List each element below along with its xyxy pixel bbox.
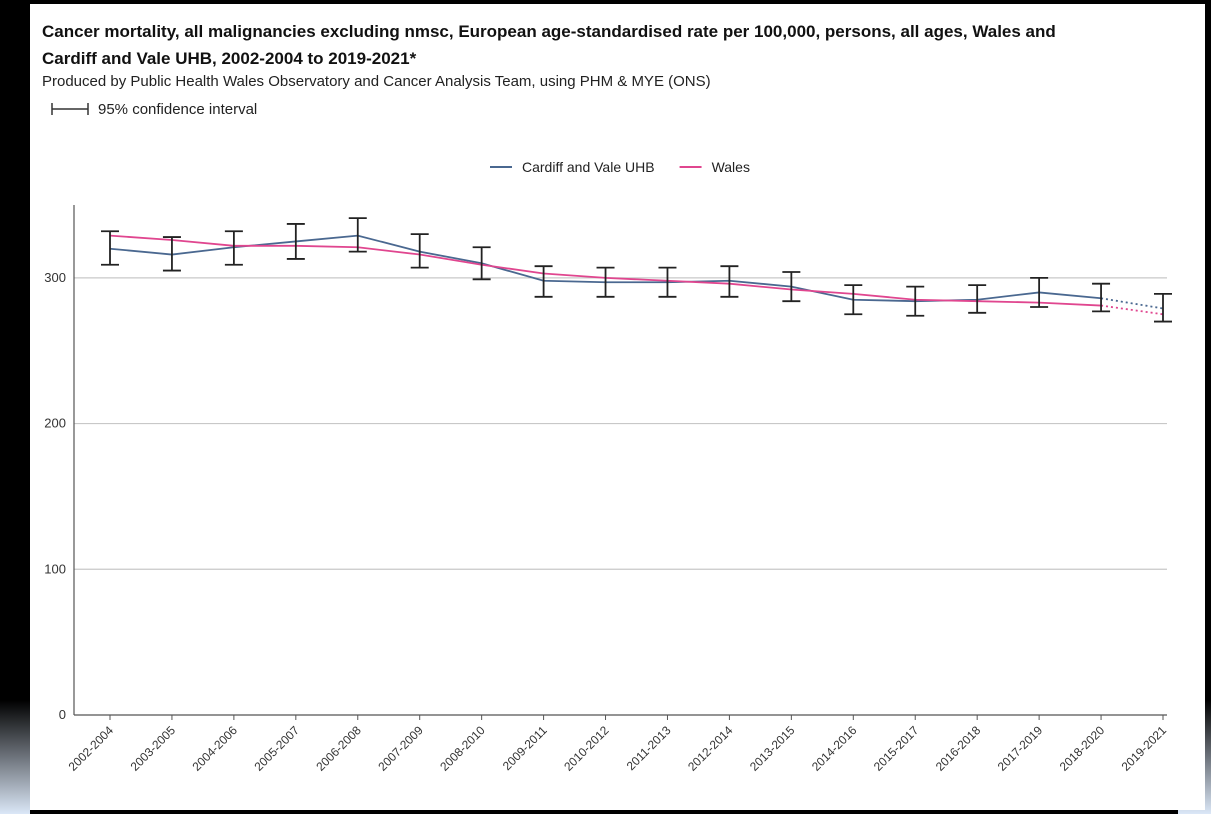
legend-label-1: Wales — [712, 159, 750, 175]
ci-legend: 95% confidence interval — [50, 100, 257, 118]
error-bar-2013-2015 — [782, 271, 801, 303]
y-tick-label-200: 200 — [44, 416, 66, 431]
chart-title: Cancer mortality, all malignancies exclu… — [42, 22, 1056, 68]
error-bar-2002-2004 — [101, 230, 119, 266]
x-tick-label-2013-2015: 2013-2015 — [747, 723, 798, 774]
error-bar-2019-2021 — [1154, 292, 1172, 323]
error-bar-2005-2007 — [286, 223, 305, 260]
x-tick-label-2016-2018: 2016-2018 — [933, 723, 984, 774]
x-tick-label-2008-2010: 2008-2010 — [437, 723, 488, 774]
series-lines — [109, 234, 1164, 316]
x-tick-label-2006-2008: 2006-2008 — [313, 723, 364, 774]
error-bar-2008-2010 — [472, 246, 491, 281]
error-bar-2006-2008 — [348, 217, 367, 253]
gridlines — [74, 277, 1167, 570]
x-tick-label-2005-2007: 2005-2007 — [251, 723, 302, 774]
x-tick-label-2010-2012: 2010-2012 — [561, 723, 612, 774]
x-tick-label-2002-2004: 2002-2004 — [66, 723, 117, 774]
error-bar-2015-2017 — [906, 285, 925, 317]
background-edge — [0, 700, 30, 814]
series-legend: Cardiff and Vale UHB Wales — [490, 159, 750, 175]
series-dotted-1 — [1100, 304, 1164, 316]
error-bar-2010-2012 — [596, 266, 615, 298]
x-tick-label-2015-2017: 2015-2017 — [871, 723, 922, 774]
ci-legend-icon — [51, 103, 89, 115]
x-tick-label-2004-2006: 2004-2006 — [190, 723, 241, 774]
x-tick-label-2003-2005: 2003-2005 — [128, 723, 179, 774]
ci-legend-label: 95% confidence interval — [98, 100, 258, 118]
error-bar-2011-2013 — [658, 266, 677, 298]
x-tick-label-2009-2011: 2009-2011 — [500, 723, 550, 773]
error-bar-2012-2014 — [720, 265, 739, 298]
x-tick-label-2018-2020: 2018-2020 — [1057, 723, 1108, 774]
chart-panel — [30, 4, 1205, 810]
error-bar-2009-2011 — [534, 265, 553, 298]
error-bar-2014-2016 — [844, 284, 863, 316]
error-bar-2017-2019 — [1030, 276, 1049, 308]
legend-label-0: Cardiff and Vale UHB — [522, 159, 655, 175]
y-tick-label-300: 300 — [44, 270, 66, 285]
error-bar-2004-2006 — [224, 230, 243, 266]
x-tick-label-2014-2016: 2014-2016 — [809, 723, 860, 774]
error-bars — [101, 217, 1172, 323]
error-bar-2018-2020 — [1092, 282, 1111, 313]
error-bar-2007-2009 — [410, 233, 429, 269]
x-tick-label-2007-2009: 2007-2009 — [375, 723, 426, 774]
y-tick-label-100: 100 — [44, 561, 66, 576]
x-tick-label-2011-2013: 2011-2013 — [624, 723, 674, 773]
y-tick-label-0: 0 — [59, 707, 66, 722]
chart-subtitle: Produced by Public Health Wales Observat… — [42, 73, 711, 90]
x-tick-label-2012-2014: 2012-2014 — [685, 723, 736, 774]
x-tick-label-2019-2021: 2019-2021 — [1119, 723, 1170, 774]
error-bar-2003-2005 — [162, 236, 181, 272]
series-dotted-0 — [1100, 297, 1164, 310]
x-tick-label-2017-2019: 2017-2019 — [995, 723, 1046, 774]
error-bar-2016-2018 — [968, 284, 987, 314]
